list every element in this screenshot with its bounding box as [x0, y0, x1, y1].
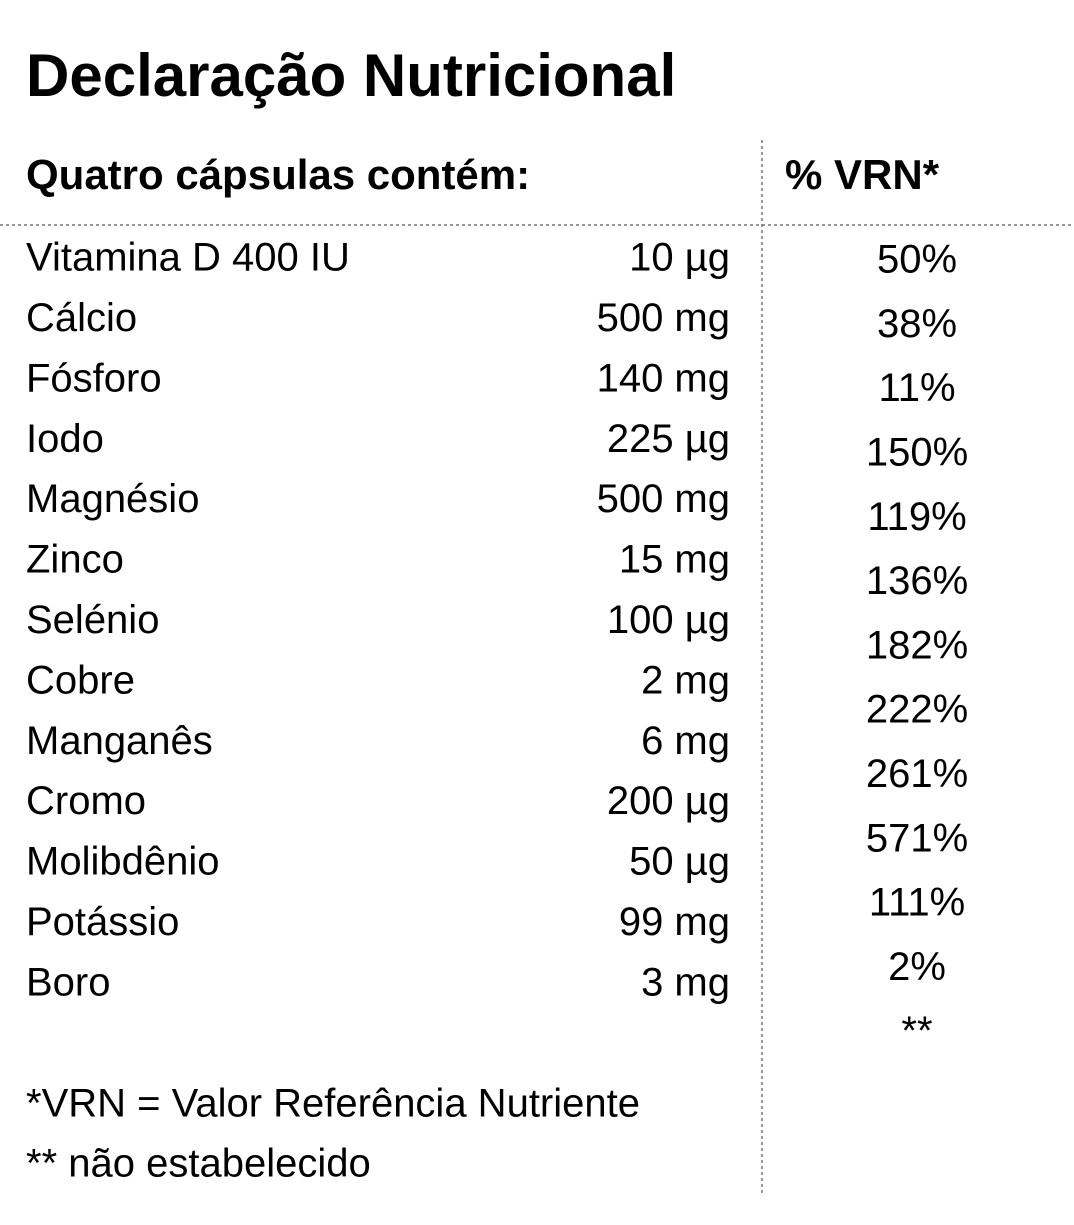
nutrient-name: Boro — [26, 960, 111, 1004]
nutrient-amount: 2 mg — [641, 658, 730, 702]
vrn-value: 150% — [866, 430, 968, 474]
vrn-value: 119% — [867, 495, 966, 539]
vrn-value: 38% — [877, 302, 957, 346]
footnote: *VRN = Valor Referência Nutriente — [26, 1082, 640, 1126]
footnote: ** não estabelecido — [26, 1142, 371, 1186]
nutrient-name: Fósforo — [26, 356, 162, 400]
nutrient-amount: 10 µg — [629, 236, 730, 280]
vrn-value: 111% — [869, 881, 965, 925]
nutrient-amount: 3 mg — [641, 960, 730, 1004]
header-right: % VRN* — [785, 151, 940, 198]
nutrient-name: Manganês — [26, 719, 213, 763]
vrn-value: 50% — [877, 238, 957, 282]
nutrient-name: Vitamina D 400 IU — [26, 236, 350, 280]
nutrient-amount: 15 mg — [619, 538, 730, 582]
nutrient-amount: 500 mg — [597, 296, 730, 340]
vrn-value: 261% — [866, 752, 968, 796]
nutrient-amount: 500 mg — [597, 477, 730, 521]
nutrient-name: Zinco — [26, 538, 124, 582]
nutrient-name: Molibdênio — [26, 840, 219, 884]
title: Declaração Nutricional — [26, 42, 676, 109]
nutrient-amount: 50 µg — [629, 840, 730, 884]
nutrient-amount: 225 µg — [607, 417, 730, 461]
nutrient-name: Cromo — [26, 779, 146, 823]
nutrient-name: Cálcio — [26, 296, 137, 340]
nutrient-name: Cobre — [26, 658, 135, 702]
nutrient-name: Iodo — [26, 417, 104, 461]
nutrient-name: Selénio — [26, 598, 159, 642]
vrn-value: 182% — [866, 623, 968, 667]
nutrient-amount: 100 µg — [607, 598, 730, 642]
vrn-value: 136% — [866, 559, 968, 603]
vrn-value: 2% — [888, 945, 946, 989]
nutrient-amount: 99 mg — [619, 900, 730, 944]
nutrient-name: Potássio — [26, 900, 179, 944]
nutrient-amount: 6 mg — [641, 719, 730, 763]
nutrient-amount: 140 mg — [597, 356, 730, 400]
nutrient-name: Magnésio — [26, 477, 199, 521]
header-left: Quatro cápsulas contém: — [26, 151, 530, 198]
nutrient-amount: 200 µg — [607, 779, 730, 823]
vrn-value: 11% — [878, 366, 955, 410]
vrn-value: ** — [901, 1009, 932, 1053]
vrn-value: 222% — [866, 688, 968, 732]
vrn-value: 571% — [866, 816, 968, 860]
